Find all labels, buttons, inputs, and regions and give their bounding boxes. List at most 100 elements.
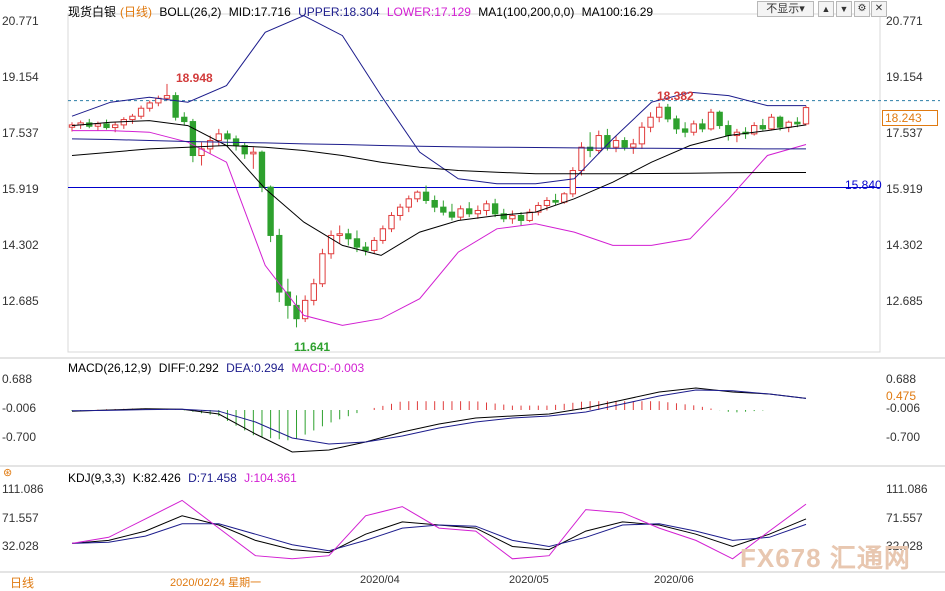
candle-body: [345, 233, 352, 240]
candle-body: [301, 299, 309, 320]
candle-body: [699, 123, 706, 130]
y-tick-left: 19.154: [2, 70, 39, 84]
main-frame: [67, 13, 881, 353]
candle-body: [327, 234, 335, 255]
candle-body: [794, 121, 801, 125]
candle-body: [396, 206, 404, 216]
candlesticks[interactable]: [68, 83, 810, 328]
candle-body: [586, 146, 594, 152]
y-tick-left: 15.919: [2, 182, 39, 196]
candle-body: [707, 111, 715, 130]
candle-body: [785, 121, 792, 128]
candle-body: [241, 145, 248, 155]
candle-body: [802, 107, 810, 125]
y-tick-left: 20.771: [2, 14, 39, 28]
annotation-high-2: 18.382: [657, 89, 694, 103]
candle-body: [431, 199, 438, 208]
candle-body: [414, 191, 421, 200]
date-label: 2020/06: [654, 574, 694, 586]
macd-tick-left: 0.688: [2, 372, 33, 386]
candle-body: [293, 304, 300, 320]
candle-body: [500, 213, 507, 220]
macd-tick-right: -0.006: [886, 401, 921, 415]
main-legend: 现货白银 (日线) BOLL(26,2) MID:17.716 UPPER:18.…: [68, 3, 657, 20]
kdj-d-line: [71, 523, 807, 552]
macd-tick-left: -0.700: [2, 430, 37, 444]
legend-upper: UPPER:18.304: [298, 5, 380, 19]
ma100-line: [71, 144, 806, 175]
candle-body: [621, 140, 628, 148]
y-tick-right: 20.771: [886, 14, 923, 28]
candle-body: [172, 95, 179, 118]
legend-mid: MID:17.716: [228, 5, 291, 19]
candle-body: [656, 106, 663, 118]
macd-tick-left: -0.006: [2, 401, 37, 415]
indicator-lines: [71, 15, 807, 326]
candle-body: [483, 203, 490, 211]
up-arrow-icon[interactable]: ▲: [818, 1, 834, 17]
kdj-tick-left: 71.557: [2, 511, 39, 525]
kdj-tick-left: 32.028: [2, 539, 39, 553]
down-arrow-icon[interactable]: ▼: [836, 1, 852, 17]
candle-body: [146, 102, 153, 109]
kdj-j-line: [71, 499, 807, 560]
kdj-title: KDJ(9,3,3): [68, 471, 126, 485]
macd-diff-line: [71, 387, 807, 453]
horizontal-line-15840: [68, 100, 940, 188]
candle-body: [336, 233, 343, 236]
candle-body: [103, 123, 110, 129]
candle-body: [181, 116, 188, 123]
macd-value: MACD:-0.003: [291, 361, 365, 375]
candle-body: [647, 116, 654, 128]
candle-body: [673, 118, 680, 130]
candle-body: [388, 214, 395, 230]
legend-ma: MA1(100,200,0,0): [478, 5, 575, 19]
settings-icon[interactable]: ⚙: [854, 1, 870, 17]
candle-body: [267, 186, 274, 236]
candle-body: [509, 214, 516, 220]
annotation-high-1: 18.948: [176, 71, 213, 85]
date-label: 2020/05: [509, 574, 549, 586]
crosshair-icon[interactable]: ⊛: [3, 467, 13, 479]
candle-body: [129, 115, 136, 121]
macd-legend: MACD(26,12,9) DIFF:0.292 DEA:0.294 MACD:…: [68, 361, 368, 375]
macd-dea-line: [71, 389, 807, 445]
candle-body: [94, 123, 102, 127]
candle-body: [681, 128, 689, 133]
candle-body: [517, 214, 525, 221]
legend-title: 现货白银: [68, 5, 117, 19]
candle-body: [612, 140, 620, 148]
annotation-low: 11.641: [294, 340, 331, 354]
y-tick-left: 17.537: [2, 126, 39, 140]
y-tick-right: 19.154: [886, 70, 923, 84]
candle-body: [578, 146, 585, 172]
kdj-tick-right: 32.028: [886, 539, 923, 553]
candle-body: [776, 116, 784, 128]
candle-body: [768, 116, 775, 130]
candle-body: [561, 193, 568, 203]
legend-boll: BOLL(26,2): [159, 5, 222, 19]
candle-body: [379, 228, 387, 241]
candle-body: [68, 124, 76, 128]
kdj-pane: [71, 499, 807, 560]
close-icon[interactable]: ✕: [871, 1, 887, 17]
candle-body: [491, 203, 499, 215]
candle-body: [163, 95, 171, 99]
candle-body: [362, 246, 369, 251]
hline-label: 15.840: [845, 178, 882, 192]
candle-body: [111, 124, 119, 129]
candle-body: [543, 199, 551, 206]
candle-body: [422, 191, 430, 201]
candle-body: [310, 283, 317, 301]
candle-body: [224, 133, 231, 140]
kdj-k: K:82.426: [132, 471, 181, 485]
macd-diff: DIFF:0.292: [158, 361, 219, 375]
legend-ma100: MA100:16.29: [581, 5, 654, 19]
candle-body: [371, 239, 378, 251]
hide-dropdown-button[interactable]: 不显示▾: [757, 1, 814, 17]
kdj-legend: KDJ(9,3,3) K:82.426 D:71.458 J:104.361: [68, 471, 301, 485]
macd-tick-right: -0.700: [886, 430, 921, 444]
period-tab[interactable]: 日线: [10, 576, 35, 590]
candle-body: [630, 143, 637, 148]
